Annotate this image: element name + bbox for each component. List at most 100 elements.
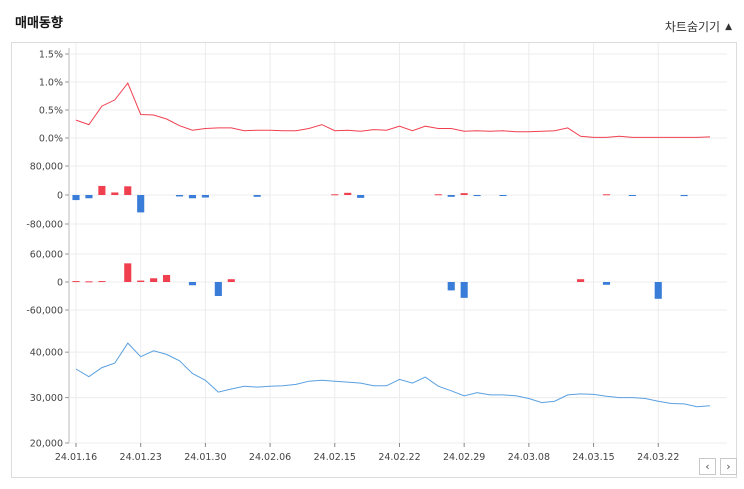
data-point xyxy=(593,394,594,395)
data-point xyxy=(541,131,542,132)
data-point xyxy=(205,380,206,381)
data-point xyxy=(399,379,400,380)
data-point xyxy=(269,386,270,387)
data-point xyxy=(244,130,245,131)
bar xyxy=(137,195,145,213)
data-point xyxy=(438,386,439,387)
bar xyxy=(447,195,455,197)
trading-trend-chart: 0.0% 0.5% 1.0% 1.5% -80,000 0 80,000 -60,000 0 60… xyxy=(26,43,727,463)
x-tick-label: 24.02.22 xyxy=(378,452,420,463)
data-point xyxy=(554,401,555,402)
data-point xyxy=(334,130,335,131)
y-tick-label: -80,000 xyxy=(26,220,63,231)
data-point xyxy=(282,130,283,131)
bar xyxy=(98,281,106,283)
y-tick-label: 0 xyxy=(57,191,63,202)
data-point xyxy=(658,401,659,402)
data-point xyxy=(75,368,76,369)
data-point xyxy=(308,381,309,382)
data-point xyxy=(334,381,335,382)
data-point xyxy=(709,136,710,137)
bar xyxy=(85,281,93,283)
y-tick-label: 0.0% xyxy=(39,134,63,145)
data-point xyxy=(632,397,633,398)
bar xyxy=(214,282,222,296)
data-point xyxy=(308,128,309,129)
data-point xyxy=(645,398,646,399)
bar xyxy=(201,195,209,198)
bar xyxy=(72,195,80,201)
data-point xyxy=(373,129,374,130)
bar xyxy=(188,282,197,286)
bar xyxy=(124,263,132,282)
data-point xyxy=(88,124,89,125)
bar xyxy=(473,195,481,197)
data-point xyxy=(489,394,490,395)
data-point xyxy=(179,125,180,126)
prev-page-button[interactable]: ‹ xyxy=(699,458,716,475)
data-point xyxy=(684,137,685,138)
bar xyxy=(111,192,119,195)
bar xyxy=(163,275,171,282)
x-tick-label: 24.03.08 xyxy=(508,452,550,463)
data-point xyxy=(425,377,426,378)
bar xyxy=(150,278,158,282)
data-point xyxy=(244,386,245,387)
bar xyxy=(460,282,468,298)
data-point xyxy=(218,127,219,128)
data-point xyxy=(671,137,672,138)
bar xyxy=(227,279,235,282)
y-tick-label: 30,000 xyxy=(30,393,63,404)
data-point xyxy=(528,398,529,399)
data-point xyxy=(412,382,413,383)
data-point xyxy=(438,128,439,129)
data-point xyxy=(231,388,232,389)
data-point xyxy=(709,405,710,406)
bar xyxy=(331,194,339,196)
data-point xyxy=(632,137,633,138)
bar xyxy=(98,185,106,195)
y-tick-label: 60,000 xyxy=(30,250,63,261)
y-tick-label: 0.5% xyxy=(39,106,63,117)
x-tick-label: 24.02.29 xyxy=(443,452,485,463)
bar xyxy=(602,282,611,285)
data-point xyxy=(425,126,426,127)
data-point xyxy=(192,130,193,131)
data-point xyxy=(658,137,659,138)
data-point xyxy=(127,83,128,84)
bar xyxy=(654,282,662,299)
data-point xyxy=(321,380,322,381)
data-point xyxy=(257,387,258,388)
y-tick-label: 0 xyxy=(57,278,63,289)
data-point xyxy=(477,130,478,131)
data-point xyxy=(166,118,167,119)
hide-chart-toggle[interactable]: 차트숨기기 ▲ xyxy=(665,18,732,35)
next-page-button[interactable]: › xyxy=(720,458,737,475)
data-point xyxy=(88,376,89,377)
series-line xyxy=(75,82,711,138)
data-point xyxy=(567,127,568,128)
data-point xyxy=(554,130,555,131)
data-point xyxy=(464,395,465,396)
data-point xyxy=(269,130,270,131)
bar xyxy=(137,280,145,282)
bar xyxy=(253,195,261,197)
data-point xyxy=(502,130,503,131)
data-point xyxy=(386,130,387,131)
chevron-right-icon: › xyxy=(726,460,731,473)
data-point xyxy=(696,406,697,407)
data-point xyxy=(593,137,594,138)
data-point xyxy=(464,131,465,132)
data-point xyxy=(282,385,283,386)
data-point xyxy=(671,403,672,404)
x-tick-label: 24.03.15 xyxy=(572,452,614,463)
hide-chart-label: 차트숨기기 xyxy=(664,20,721,34)
data-point xyxy=(295,384,296,385)
x-tick-label: 24.02.15 xyxy=(314,452,356,463)
bar xyxy=(188,195,197,199)
data-point xyxy=(684,403,685,404)
bar xyxy=(124,186,132,195)
data-point xyxy=(580,393,581,394)
triangle-up-icon: ▲ xyxy=(725,21,732,32)
y-tick-label: -60,000 xyxy=(26,306,63,317)
